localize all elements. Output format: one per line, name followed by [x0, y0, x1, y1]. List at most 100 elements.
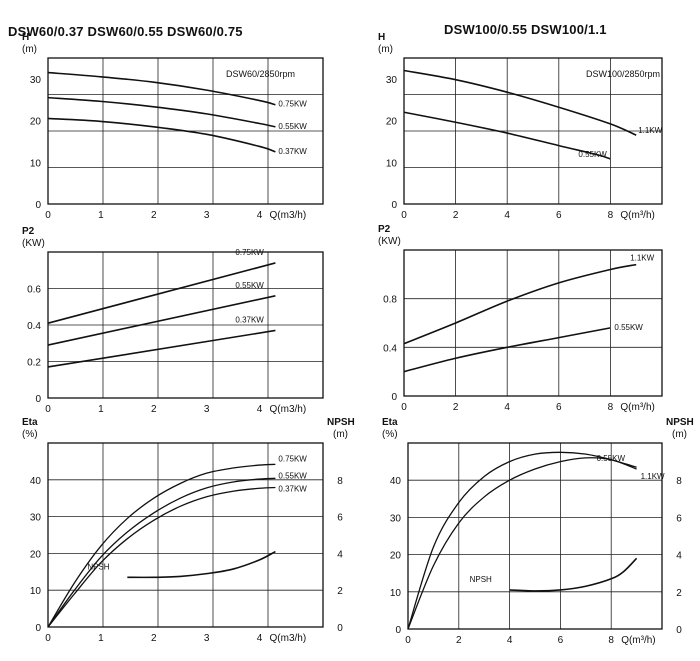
y-tick-label: 20: [390, 551, 402, 562]
y-tick-label: 20: [386, 117, 398, 128]
y-axis-label: Eta: [382, 417, 398, 428]
y2-tick-label: 0: [337, 623, 343, 634]
series-line-055kw: [403, 327, 611, 373]
y-axis-unit: (%): [382, 429, 398, 440]
series-label: 0.55KW: [278, 471, 307, 480]
series-label: 0.55KW: [578, 150, 607, 159]
series-label: 0.37KW: [278, 485, 307, 494]
y-axis-label: Eta: [22, 417, 38, 428]
x-tick-label: 0: [45, 404, 51, 415]
x-tick-label: 2: [453, 402, 459, 413]
plot-frame: [403, 57, 663, 205]
x-tick-label: 1: [98, 210, 104, 221]
y2-axis-label: NPSH: [666, 417, 694, 428]
x-tick-label: 2: [456, 635, 462, 646]
series-label: 0.37KW: [278, 147, 307, 156]
y-axis-unit: (KW): [378, 236, 401, 247]
y-tick-label: 0: [35, 623, 41, 634]
series-line-075kw: [47, 262, 276, 324]
y2-tick-label: 4: [337, 549, 343, 560]
plot-frame: [47, 442, 324, 628]
y-axis-label: H: [378, 32, 385, 43]
speed-annotation: DSW60/2850rpm: [226, 69, 295, 79]
series-label: 1.1KW: [630, 254, 654, 263]
left-model-title: DSW60/0.37 DSW60/0.55 DSW60/0.75: [8, 24, 243, 39]
y-tick-label: 10: [386, 158, 398, 169]
series-label: 0.55KW: [614, 323, 643, 332]
dsw100-head-chart: 0 2 4 6 8 Q(m³/h) 0 10 20 30 H(m) DSW100/2850rpm 1.1…: [378, 32, 663, 221]
y-tick-label: 0: [395, 625, 401, 636]
y-tick-label: 10: [30, 158, 42, 169]
series-line-055kw: [407, 451, 637, 630]
y-axis-label: P2: [22, 226, 35, 237]
y-axis-unit: (m): [378, 44, 393, 55]
y-tick-label: 0.2: [27, 358, 41, 369]
x-tick-label: 0: [401, 210, 407, 221]
x-tick-label: 6: [558, 635, 564, 646]
x-tick-label: 4: [257, 404, 263, 415]
y2-tick-label: 8: [676, 476, 682, 487]
y-axis-unit: (KW): [22, 238, 45, 249]
series-label: 0.75KW: [278, 454, 307, 463]
y2-tick-label: 2: [676, 588, 682, 599]
x-axis-label: Q(m³/h): [620, 402, 654, 413]
x-tick-label: 0: [45, 633, 51, 644]
series-line-11kw: [403, 69, 637, 136]
series-line-075kw: [47, 463, 276, 628]
x-tick-label: 3: [204, 404, 210, 415]
x-axis-label: Q(m³/h): [621, 635, 655, 646]
dsw100-power-chart: 0 2 4 6 8 Q(m³/h) 0 0.4 0.8 P2(KW) 1.1KW 0.55KW: [378, 224, 663, 413]
series-label: 0.55KW: [278, 122, 307, 131]
x-tick-label: 1: [98, 404, 104, 415]
series-label: 0.55KW: [235, 281, 264, 290]
x-tick-label: 1: [98, 633, 104, 644]
y-tick-label: 30: [386, 75, 398, 86]
x-tick-label: 6: [556, 210, 562, 221]
y-tick-label: 30: [30, 75, 42, 86]
series-label: NPSH: [470, 575, 492, 584]
y-tick-label: 0: [391, 392, 397, 403]
x-tick-label: 3: [204, 210, 210, 221]
x-tick-label: 6: [556, 402, 562, 413]
x-tick-label: 0: [405, 635, 411, 646]
x-axis-label: Q(m3/h): [270, 210, 307, 221]
series-line-037kw: [47, 486, 276, 628]
right-model-title: DSW100/0.55 DSW100/1.1: [444, 22, 607, 37]
y-tick-label: 0.4: [383, 343, 397, 354]
y-tick-label: 10: [30, 586, 42, 597]
x-tick-label: 2: [151, 210, 157, 221]
x-tick-label: 2: [151, 404, 157, 415]
series-line-037kw: [47, 117, 276, 153]
y2-tick-label: 6: [676, 513, 682, 524]
series-label: 0.75KW: [278, 100, 307, 109]
plot-frame: [403, 249, 663, 397]
series-line-npsh: [509, 557, 638, 592]
dsw60-head-chart: 0 1 2 3 4 Q(m3/h) 0 10 20 30 H(m) DSW60/2850rpm 0.75…: [22, 32, 324, 221]
y-tick-label: 0.6: [27, 285, 41, 296]
series-line-055kw: [47, 96, 276, 128]
x-tick-label: 4: [507, 635, 513, 646]
x-tick-label: 2: [151, 633, 157, 644]
series-line-055kw: [403, 111, 611, 160]
x-axis-label: Q(m3/h): [270, 633, 307, 644]
y2-tick-label: 2: [337, 586, 343, 597]
y-axis-unit: (m): [22, 44, 37, 55]
y-tick-label: 40: [390, 476, 402, 487]
y2-tick-label: 8: [337, 476, 343, 487]
y2-tick-label: 4: [676, 551, 682, 562]
series-line-055kw: [47, 295, 276, 346]
y2-axis-unit: (m): [333, 429, 348, 440]
x-tick-label: 4: [257, 210, 263, 221]
series-label: 0.37KW: [235, 315, 264, 324]
x-tick-label: 2: [453, 210, 459, 221]
x-tick-label: 4: [257, 633, 263, 644]
y-tick-label: 10: [390, 588, 402, 599]
series-label: NPSH: [87, 562, 109, 571]
series-label: 1.1KW: [638, 126, 662, 135]
x-tick-label: 0: [45, 210, 51, 221]
y-tick-label: 0: [391, 200, 397, 211]
y2-tick-label: 6: [337, 513, 343, 524]
series-line-055kw: [47, 477, 276, 628]
x-axis-label: Q(m³/h): [620, 210, 654, 221]
